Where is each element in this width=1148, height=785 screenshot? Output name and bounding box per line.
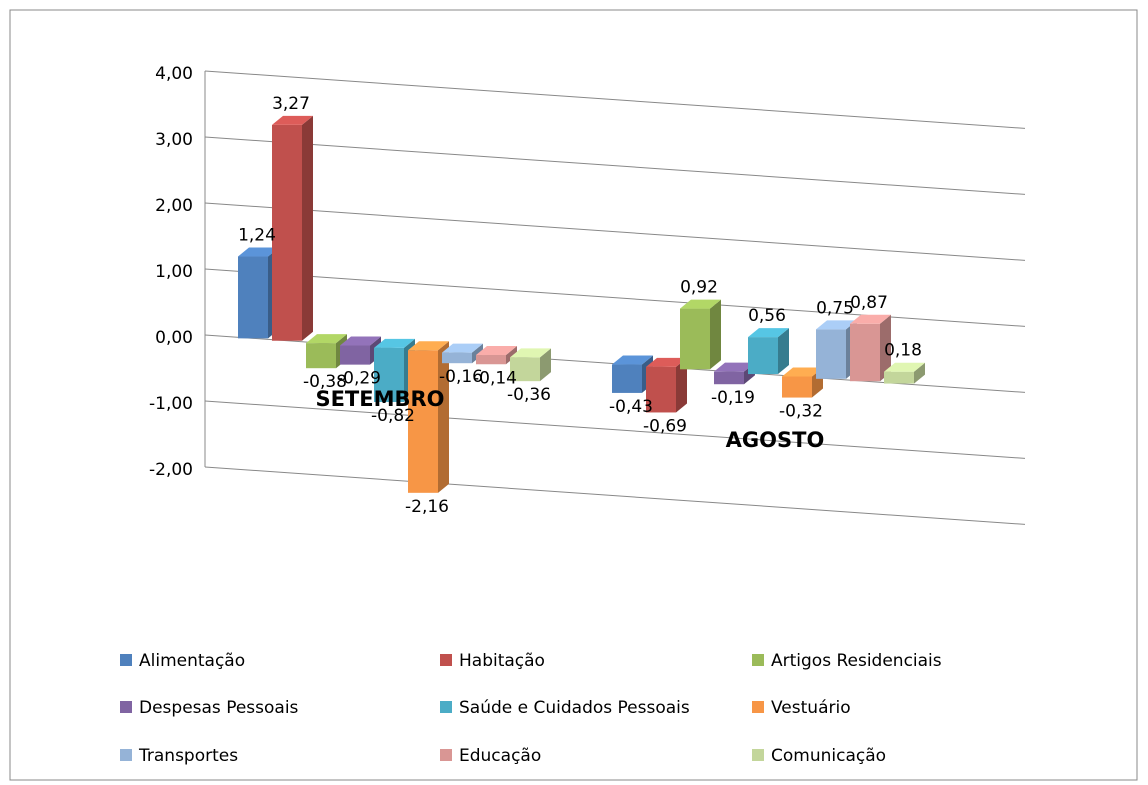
legend-label: Educação — [459, 746, 541, 766]
legend-label: Comunicação — [771, 746, 886, 766]
data-label: 0,92 — [680, 278, 718, 298]
legend-label: Habitação — [459, 651, 545, 671]
chart-frame — [9, 9, 1138, 781]
bar — [680, 308, 710, 370]
bar-side — [506, 346, 517, 365]
y-tick-label: 2,00 — [155, 196, 193, 216]
bar — [442, 352, 472, 364]
legend-label: Despesas Pessoais — [139, 698, 299, 718]
bar-top — [306, 334, 347, 344]
category-label: SETEMBRO — [315, 387, 444, 411]
data-label: 0,87 — [850, 293, 888, 313]
data-label: -0,36 — [507, 385, 551, 405]
legend-swatch — [120, 701, 132, 713]
bar — [306, 343, 336, 369]
data-label: 1,24 — [238, 226, 276, 246]
bar-side — [472, 343, 483, 364]
bar-top — [408, 341, 449, 351]
bar-side — [676, 357, 687, 413]
data-label: 0,75 — [816, 298, 854, 318]
data-label: -0,16 — [439, 367, 483, 387]
bar-top — [510, 348, 551, 358]
legend-swatch — [440, 654, 452, 666]
bar-side — [540, 348, 551, 382]
bar — [272, 124, 302, 341]
bar-top — [714, 362, 755, 372]
bar — [510, 357, 540, 382]
data-label: 3,27 — [272, 94, 310, 114]
data-label: -0,82 — [371, 406, 415, 426]
grid-line — [204, 466, 1026, 525]
bar — [340, 345, 370, 365]
data-label: -0,43 — [609, 397, 653, 417]
legend-label: Transportes — [138, 746, 238, 766]
legend-label: Saúde e Cuidados Pessoais — [459, 698, 690, 718]
legend-label: Alimentação — [139, 651, 245, 671]
y-tick-label: -2,00 — [149, 460, 193, 480]
data-label: -0,19 — [711, 388, 755, 408]
bar — [884, 371, 914, 384]
bar — [816, 329, 846, 379]
bar-top — [238, 247, 279, 257]
legend-swatch — [752, 749, 764, 761]
y-tick-label: 1,00 — [155, 262, 193, 282]
legend-swatch — [752, 654, 764, 666]
grid-line — [204, 202, 1026, 261]
bar — [646, 366, 676, 413]
bar-top — [442, 343, 483, 353]
bar-side — [302, 115, 313, 341]
bar-side — [914, 362, 925, 384]
legend-swatch — [440, 701, 452, 713]
legend-label: Artigos Residenciais — [771, 651, 942, 671]
y-tick-label: 0,00 — [155, 328, 193, 348]
bar-side — [438, 341, 449, 493]
legend-swatch — [120, 749, 132, 761]
bar-side — [778, 328, 789, 375]
legend-swatch — [440, 749, 452, 761]
data-label: -0,14 — [473, 368, 517, 388]
bar-top — [340, 336, 381, 346]
legend-label: Vestuário — [771, 698, 851, 718]
y-tick-label: 4,00 — [155, 64, 193, 84]
bar-top — [748, 328, 789, 338]
bar-top — [646, 357, 687, 367]
bar-top — [782, 367, 823, 377]
y-tick-label: 3,00 — [155, 130, 193, 150]
grid-line — [204, 136, 1026, 195]
bar-side — [710, 299, 721, 370]
bar — [748, 337, 778, 375]
bar — [612, 364, 642, 393]
bar-top — [816, 320, 857, 330]
legend-swatch — [752, 701, 764, 713]
category-label: AGOSTO — [726, 428, 825, 452]
bar-top — [374, 338, 415, 348]
bar — [850, 323, 880, 382]
data-label: -0,32 — [779, 402, 823, 422]
bar — [782, 376, 812, 398]
bar — [476, 355, 506, 365]
y-tick-label: -1,00 — [149, 394, 193, 414]
grid-line — [204, 400, 1026, 459]
bar-side — [880, 314, 891, 382]
data-label: -0,38 — [303, 372, 347, 392]
bar — [374, 347, 404, 402]
bar-top — [612, 355, 653, 365]
bar-top — [476, 346, 517, 356]
legend-swatch — [120, 654, 132, 666]
data-label: -0,69 — [643, 416, 687, 436]
bar-top — [272, 115, 313, 125]
data-label: 0,18 — [884, 341, 922, 361]
data-label: -0,29 — [337, 369, 381, 389]
bar-top — [884, 362, 925, 372]
data-label: 0,56 — [748, 306, 786, 326]
data-label: -2,16 — [405, 497, 449, 517]
bar — [714, 371, 744, 385]
bar-top — [850, 314, 891, 324]
bar — [408, 350, 438, 493]
bar-top — [680, 299, 721, 309]
bar — [238, 256, 268, 339]
grid-line — [204, 70, 1026, 129]
